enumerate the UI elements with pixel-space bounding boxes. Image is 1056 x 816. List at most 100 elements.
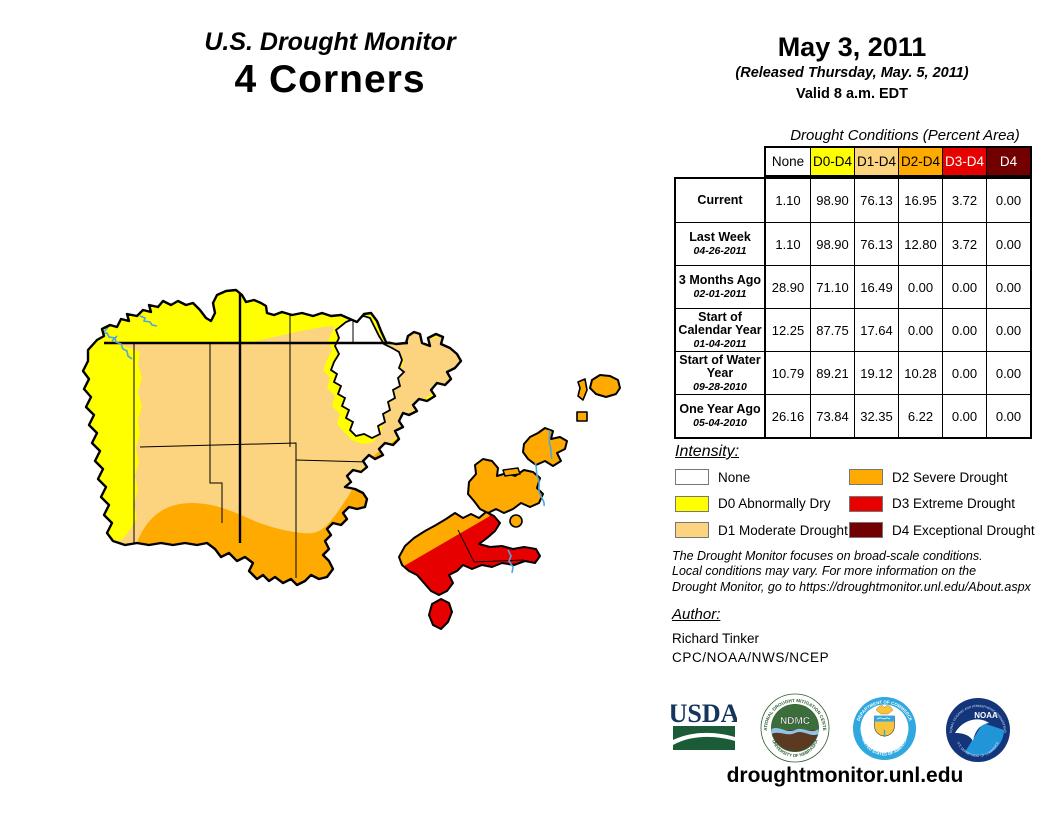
- drought-map: [81, 288, 621, 630]
- percent-area-value: 0.00: [942, 309, 986, 351]
- legend-swatch: [849, 469, 883, 485]
- percent-area-value: 76.13: [854, 179, 898, 222]
- percent-area-value: 0.00: [986, 179, 1030, 222]
- percent-area-value: 10.79: [771, 365, 805, 381]
- percent-area-value: 1.10: [775, 236, 801, 252]
- legend-item: D2 Severe Drought: [849, 466, 1008, 488]
- percent-area-value: 26.16: [771, 408, 805, 424]
- percent-area-value: 89.21: [810, 352, 854, 394]
- percent-area-value: 0.00: [942, 352, 986, 394]
- percent-area-value: 16.49: [854, 266, 898, 308]
- percent-area-value: 0.00: [986, 395, 1030, 437]
- legend-label: D2 Severe Drought: [892, 469, 1008, 485]
- d1-knob: [396, 334, 461, 410]
- percent-area-value: 0.00: [986, 309, 1030, 351]
- author-name: Richard Tinker: [672, 631, 760, 646]
- table-row: Start of Calendar Year 01-04-2011 12.25 87.…: [676, 308, 1030, 351]
- legend-heading: Intensity:: [675, 443, 740, 460]
- percent-area-value: 12.25: [771, 322, 805, 338]
- disclaimer-text: The Drought Monitor focuses on broad-sca…: [672, 549, 1031, 594]
- percent-area-value: 98.90: [810, 179, 854, 222]
- legend-label: D4 Exceptional Drought: [892, 522, 1035, 538]
- island-streams: [507, 429, 553, 574]
- legend-item: None: [675, 466, 750, 488]
- legend-label: D1 Moderate Drought: [718, 522, 848, 538]
- map-interior: [83, 290, 461, 585]
- legend-swatch: [849, 522, 883, 538]
- column-header-none: None: [766, 148, 810, 175]
- table-row: 3 Months Ago 02-01-2011 28.90 71.10 16.49 0.0…: [676, 265, 1030, 308]
- column-header-d2-d4: D2-D4: [898, 148, 942, 175]
- d2-islands: [467, 374, 621, 528]
- county-lines: [133, 315, 369, 578]
- usda-logo: USDA: [671, 700, 737, 750]
- noaa-logo: NOAA NATIONAL OCEANIC AND ATMOSPHERIC AD…: [945, 697, 1010, 762]
- percent-area-value: 0.00: [942, 266, 986, 308]
- legend-item: D4 Exceptional Drought: [849, 519, 1035, 541]
- d3-region: [398, 511, 541, 630]
- table-row: Current 1.10 98.90 76.13 16.95 3.72 0.00: [676, 179, 1030, 222]
- percent-area-value: 3.72: [942, 223, 986, 265]
- column-header-d3-d4: D3-D4: [942, 148, 986, 175]
- svg-text:NOAA: NOAA: [974, 711, 998, 720]
- svg-text:NDMC: NDMC: [780, 716, 810, 727]
- row-date: 05-04-2010: [693, 416, 747, 429]
- table-row: Last Week 04-26-2011 1.10 98.90 76.13 12.80 3.…: [676, 222, 1030, 265]
- row-date: 09-28-2010: [693, 380, 747, 393]
- row-date: 02-01-2011: [693, 287, 747, 300]
- table-row: One Year Ago 05-04-2010 26.16 73.84 32.35 6.2…: [676, 394, 1030, 437]
- map-date: May 3, 2011: [777, 32, 927, 62]
- percent-area-value: 32.35: [854, 395, 898, 437]
- column-header-d0-d4: D0-D4: [810, 148, 854, 175]
- row-date: 01-04-2011: [693, 337, 747, 350]
- state-border-lines: [104, 292, 408, 543]
- table-header-row: None D0-D4 D1-D4 D2-D4 D3-D4 D4: [764, 146, 1032, 177]
- author-heading: Author:: [672, 606, 721, 623]
- row-label: Last Week 04-26-2011: [676, 223, 766, 265]
- ndmc-logo: NATIONAL DROUGHT MITIGATION CENTER UNIVE…: [760, 693, 830, 763]
- table-caption: Drought Conditions (Percent Area): [790, 127, 1020, 144]
- percent-area-value: 3.72: [942, 179, 986, 222]
- legend-swatch: [675, 522, 709, 538]
- table-body: Current 1.10 98.90 76.13 16.95 3.72 0.00 Last W…: [674, 177, 1032, 439]
- legend-label: D0 Abnormally Dry: [718, 496, 831, 511]
- percent-area-value: 28.90: [771, 279, 805, 295]
- percent-area-value: 16.95: [898, 179, 942, 222]
- legend-label: None: [718, 469, 751, 485]
- percent-area-value: 0.00: [986, 266, 1030, 308]
- row-label: One Year Ago 05-04-2010: [676, 395, 766, 437]
- legend-label: D3 Extreme Drought: [892, 496, 1016, 511]
- legend-item: D1 Moderate Drought: [675, 519, 848, 541]
- percent-area-value: 17.64: [854, 309, 898, 351]
- percent-area-value: 76.13: [854, 223, 898, 265]
- percent-area-value: 6.22: [898, 395, 942, 437]
- legend-item: D0 Abnormally Dry: [675, 493, 831, 515]
- region-outline: [81, 288, 463, 587]
- row-label: 3 Months Ago 02-01-2011: [676, 266, 766, 308]
- row-date: 04-26-2011: [693, 244, 747, 257]
- table-row: Start of Water Year 09-28-2010 10.79 89.21 1…: [676, 351, 1030, 394]
- column-header-d1-d4: D1-D4: [854, 148, 898, 175]
- legend-swatch: [849, 495, 883, 512]
- percent-area-value: 0.00: [986, 223, 1030, 265]
- release-date: (Released Thursday, May. 5, 2011): [735, 65, 969, 81]
- region-title: 4 Corners: [234, 58, 426, 101]
- percent-area-value: 71.10: [810, 266, 854, 308]
- percent-area-value: 19.12: [854, 352, 898, 394]
- commerce-seal-logo: DEPARTMENT OF COMMERCE UNITED STATES OF …: [853, 697, 916, 760]
- percent-area-value: 10.28: [898, 352, 942, 394]
- column-header-d4: D4: [986, 148, 1030, 175]
- percent-area-value: 1.10: [775, 193, 801, 208]
- percent-area-value: 87.75: [810, 309, 854, 351]
- row-label: Current: [676, 179, 766, 222]
- percent-area-value: 0.00: [942, 395, 986, 437]
- valid-time: Valid 8 a.m. EDT: [795, 86, 908, 102]
- percent-area-value: 0.00: [898, 309, 942, 351]
- legend-swatch: [675, 495, 709, 512]
- legend-swatch: [675, 469, 709, 485]
- row-label: Start of Calendar Year 01-04-2011: [676, 309, 766, 351]
- percent-area-value: 73.84: [810, 395, 854, 437]
- none-region: [329, 315, 406, 440]
- row-label: Start of Water Year 09-28-2010: [676, 352, 766, 394]
